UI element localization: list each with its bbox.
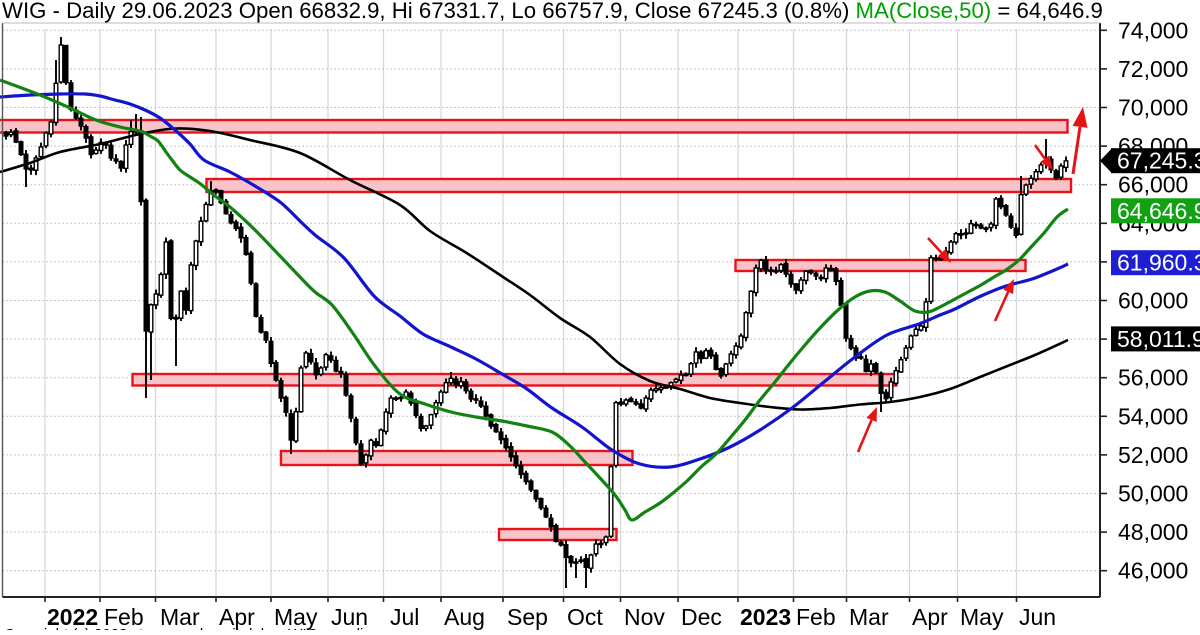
svg-text:67,245.3: 67,245.3 [1117, 148, 1200, 174]
svg-text:Mar: Mar [160, 604, 200, 630]
svg-text:May: May [274, 604, 318, 630]
svg-text:Apr: Apr [912, 604, 948, 630]
svg-text:58,011.9: 58,011.9 [1117, 326, 1200, 352]
svg-text:Nov: Nov [624, 604, 665, 630]
svg-text:May: May [960, 604, 1004, 630]
svg-text:Copyright (c) 2023 stooq - w: Copyright (c) 2023 stooq - wykres indeks… [4, 626, 380, 630]
svg-text:Apr: Apr [219, 604, 255, 630]
svg-text:2022: 2022 [47, 604, 98, 630]
svg-text:64,646.9: 64,646.9 [1117, 198, 1200, 224]
svg-text:Oct: Oct [567, 604, 603, 630]
svg-text:46,000: 46,000 [1118, 558, 1188, 584]
svg-text:72,000: 72,000 [1118, 56, 1188, 82]
svg-text:Jun: Jun [331, 604, 368, 630]
svg-text:74,000: 74,000 [1118, 17, 1188, 43]
svg-text:WIG - Daily 29.06.2023 Open 66: WIG - Daily 29.06.2023 Open 66832.9, Hi … [2, 0, 1103, 23]
svg-text:56,000: 56,000 [1118, 365, 1188, 391]
svg-text:48,000: 48,000 [1118, 519, 1188, 545]
svg-text:2023: 2023 [740, 604, 791, 630]
svg-text:66,000: 66,000 [1118, 172, 1188, 198]
svg-text:52,000: 52,000 [1118, 442, 1188, 468]
svg-text:Sep: Sep [507, 604, 548, 630]
svg-text:70,000: 70,000 [1118, 95, 1188, 121]
svg-text:Feb: Feb [104, 604, 144, 630]
svg-text:Feb: Feb [796, 604, 836, 630]
svg-text:Jun: Jun [1019, 604, 1056, 630]
svg-text:54,000: 54,000 [1118, 403, 1188, 429]
svg-text:60,000: 60,000 [1118, 288, 1188, 314]
svg-text:50,000: 50,000 [1118, 481, 1188, 507]
svg-text:Mar: Mar [849, 604, 889, 630]
svg-text:Jul: Jul [390, 604, 419, 630]
svg-text:Aug: Aug [444, 604, 485, 630]
svg-text:Dec: Dec [681, 604, 722, 630]
svg-text:61,960.3: 61,960.3 [1117, 250, 1200, 276]
